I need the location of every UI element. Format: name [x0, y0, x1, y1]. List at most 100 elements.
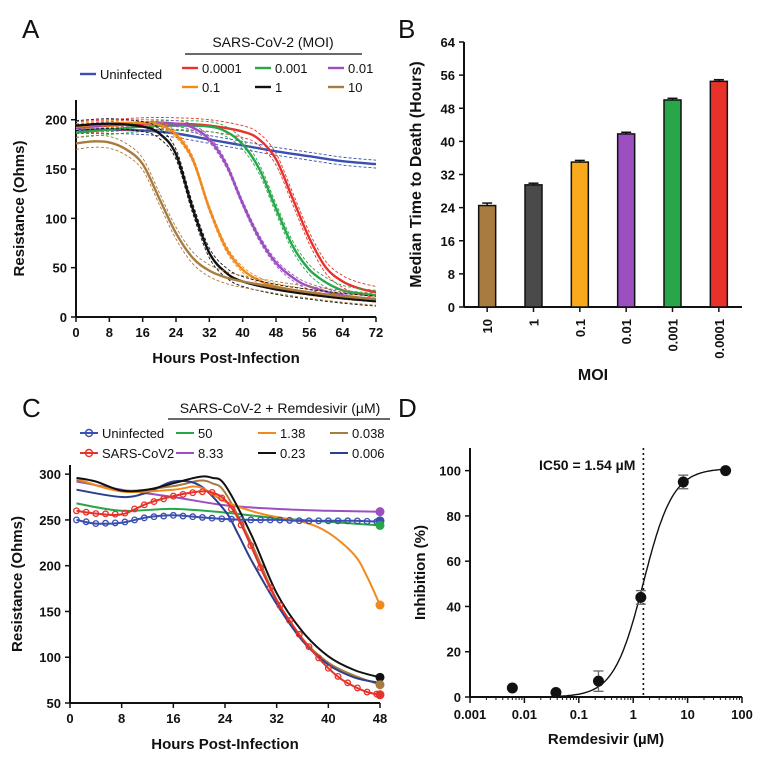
series-lower-band-0-001: [75, 130, 377, 301]
x-tick-label: 16: [166, 711, 180, 726]
series-line-0-001: [75, 124, 377, 297]
marker-uninfected: [344, 517, 352, 525]
x-tick-label: 0.1: [570, 707, 588, 722]
ic50-annotation: IC50 = 1.54 µM: [539, 457, 635, 473]
x-tick-label: 40: [235, 325, 249, 340]
end-point-0-038: [375, 680, 385, 690]
x-tick-label: 8: [118, 711, 125, 726]
marker-uninfected: [353, 517, 361, 525]
marker-uninfected: [257, 516, 264, 524]
marker-uninfected: [208, 514, 216, 522]
y-tick-label: 200: [45, 113, 67, 128]
x-tick-label: 40: [321, 711, 335, 726]
series-upper-band-1: [75, 118, 377, 297]
series-lower-band-uninfected: [75, 133, 377, 169]
marker-uninfected: [295, 517, 303, 525]
marker-sars-cov2: [324, 664, 332, 672]
legend-label-1-38: 1.38: [280, 426, 305, 441]
marker-sars-cov2: [228, 505, 235, 513]
x-tick-label: 24: [218, 711, 233, 726]
legend-label-0-01: 0.01: [348, 61, 373, 76]
x-tick-label: 48: [373, 711, 387, 726]
y-axis-title: Median Time to Death (Hours): [408, 61, 425, 287]
data-point: [592, 675, 604, 687]
marker-uninfected: [286, 516, 294, 524]
bar-moi-0-0001: [709, 80, 729, 308]
marker-sars-cov2: [237, 521, 245, 529]
x-tick-label: 100: [731, 707, 753, 722]
y-tick-label: 56: [441, 68, 455, 83]
marker-uninfected: [150, 513, 158, 521]
x-tick-label: 0: [66, 711, 73, 726]
marker-uninfected: [228, 515, 235, 523]
bar-moi-10: [477, 204, 497, 308]
y-tick-label: 200: [39, 559, 61, 574]
series-lower-band-0-0001: [75, 128, 377, 299]
y-tick-label: 150: [45, 162, 67, 177]
marker-sars-cov2: [266, 584, 274, 592]
legend-label-0-23: 0.23: [280, 446, 305, 461]
marker-uninfected: [189, 513, 197, 521]
legend-a: SARS-CoV-2 (MOI) Uninfected 0.0001 0.001 0.0…: [80, 34, 373, 95]
marker-uninfected: [102, 519, 109, 527]
y-axis-title: Resistance (Ohms): [11, 141, 28, 277]
y-axis-title: Resistance (Ohms): [9, 516, 26, 652]
marker-uninfected: [363, 517, 371, 525]
bar-moi-0-01: [616, 133, 636, 308]
marker-uninfected: [179, 512, 187, 520]
series-line-0-0001: [75, 122, 377, 294]
x-tick-label: 1: [527, 319, 542, 326]
series-line-0-23: [76, 475, 381, 679]
x-tick-label: 0.01: [512, 707, 537, 722]
y-tick-label: 50: [47, 696, 61, 711]
legend-marker-sars-cov2: [84, 448, 94, 458]
y-tick-label: 150: [39, 604, 61, 619]
marker-uninfected: [334, 517, 342, 525]
panel-c-label: C: [22, 393, 41, 423]
data-point: [635, 591, 647, 603]
marker-sars-cov2: [315, 654, 323, 662]
series-line-1: [75, 122, 377, 303]
series-line-1-38: [76, 477, 381, 606]
bar-moi-0-001: [663, 99, 682, 308]
x-tick-label: 10: [480, 319, 495, 333]
x-tick-label: 10: [680, 707, 694, 722]
bar-moi-1: [524, 184, 543, 308]
x-tick-label: 1: [630, 707, 637, 722]
x-tick-label: 56: [302, 325, 316, 340]
marker-sars-cov2: [247, 542, 255, 550]
legend-label-10: 10: [348, 80, 362, 95]
x-tick-label: 72: [369, 325, 383, 340]
x-axis-title: Remdesivir (µM): [548, 731, 664, 748]
marker-uninfected: [247, 516, 255, 524]
chart-resistance-remdesivir: 0 8 16 24 32 40 48 50 100 150 200 250 300 Hours Post-…: [9, 400, 390, 753]
x-tick-label: 0.001: [454, 707, 487, 722]
legend-title: SARS-CoV-2 + Remdesivir (µM): [180, 400, 381, 416]
marker-sars-cov2: [208, 489, 216, 496]
marker-sars-cov2: [102, 510, 109, 518]
legend-label-50: 50: [198, 426, 212, 441]
marker-sars-cov2: [131, 505, 139, 513]
x-tick-label: 0.0001: [712, 319, 727, 359]
marker-sars-cov2: [363, 688, 371, 696]
marker-sars-cov2: [92, 510, 100, 517]
marker-sars-cov2: [295, 630, 303, 638]
x-axis-title: Hours Post-Infection: [151, 736, 299, 753]
legend-label-0-001: 0.001: [275, 61, 308, 76]
data-point: [506, 682, 518, 694]
y-tick-label: 0: [60, 310, 67, 325]
legend-label-sars-cov2: SARS-CoV2: [102, 446, 174, 461]
y-tick-label: 20: [447, 645, 461, 660]
x-tick-label: 0: [72, 325, 79, 340]
data-point: [550, 686, 562, 698]
marker-uninfected: [111, 519, 119, 527]
legend-c: SARS-CoV-2 + Remdesivir (µM) Uninfected SA…: [80, 400, 390, 461]
marker-sars-cov2: [179, 490, 187, 498]
y-tick-label: 24: [441, 201, 456, 216]
marker-uninfected: [92, 520, 100, 528]
series-upper-band-10: [75, 134, 377, 294]
marker-sars-cov2: [334, 673, 342, 680]
y-tick-label: 300: [39, 467, 61, 482]
legend-label-0-038: 0.038: [352, 426, 385, 441]
marker-sars-cov2: [305, 643, 313, 651]
